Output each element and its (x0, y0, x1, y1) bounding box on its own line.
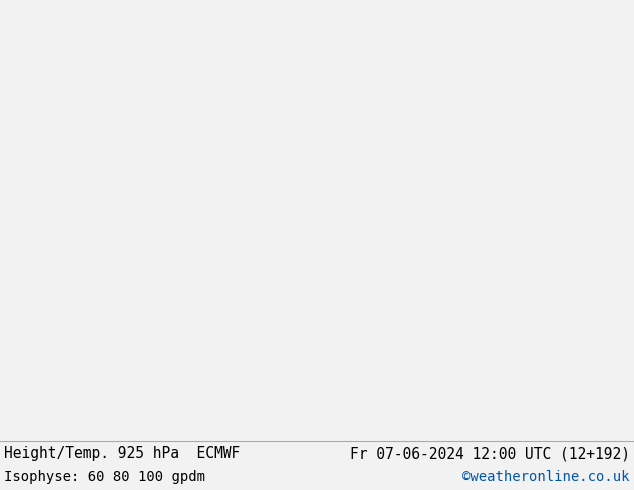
Text: ©weatheronline.co.uk: ©weatheronline.co.uk (462, 469, 630, 484)
Text: Fr 07-06-2024 12:00 UTC (12+192): Fr 07-06-2024 12:00 UTC (12+192) (350, 446, 630, 461)
Text: Isophyse: 60 80 100 gpdm: Isophyse: 60 80 100 gpdm (4, 469, 205, 484)
Text: Height/Temp. 925 hPa  ECMWF: Height/Temp. 925 hPa ECMWF (4, 446, 240, 461)
